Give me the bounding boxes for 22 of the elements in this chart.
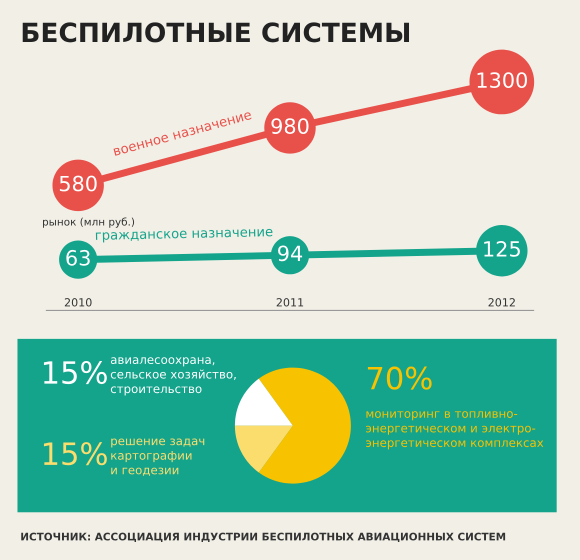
data-label: 70%	[368, 366, 432, 390]
data-label: 63	[66, 250, 90, 266]
slice-label: мониторинг в топливно- энергетическом и электро- энергетическом комплексах	[366, 411, 544, 450]
x-tick-label: 2010	[64, 298, 92, 307]
data-label: 1300	[478, 72, 527, 88]
data-label: 15%	[44, 360, 107, 384]
data-label: 94	[278, 245, 302, 262]
pie-slice	[258, 368, 351, 484]
data-label: 15%	[44, 442, 107, 466]
data-label: 125	[484, 241, 520, 257]
x-tick-label: 2011	[276, 298, 304, 307]
series-label: гражданское назначение	[96, 228, 273, 243]
annotation: рынок (млн руб.)	[43, 217, 134, 228]
text: ИСТОЧНИК: АССОЦИАЦИЯ ИНДУСТРИИ БЕСПИЛОТНЫХ АВИАЦИОННЫХ СИСТЕМ	[21, 532, 506, 542]
slice-label: авиалесоохрана, сельское хозяйство, строительство	[110, 357, 236, 396]
data-label: 580	[60, 176, 97, 192]
x-tick-label: 2012	[488, 298, 515, 307]
slice-label: решение задач картографии и геодезии	[111, 438, 204, 476]
data-label: 980	[271, 118, 308, 134]
pie-slice	[234, 426, 293, 473]
pie-slice	[234, 378, 293, 426]
chart-title: БЕСПИЛОТНЫЕ СИСТЕМЫ	[22, 22, 410, 42]
